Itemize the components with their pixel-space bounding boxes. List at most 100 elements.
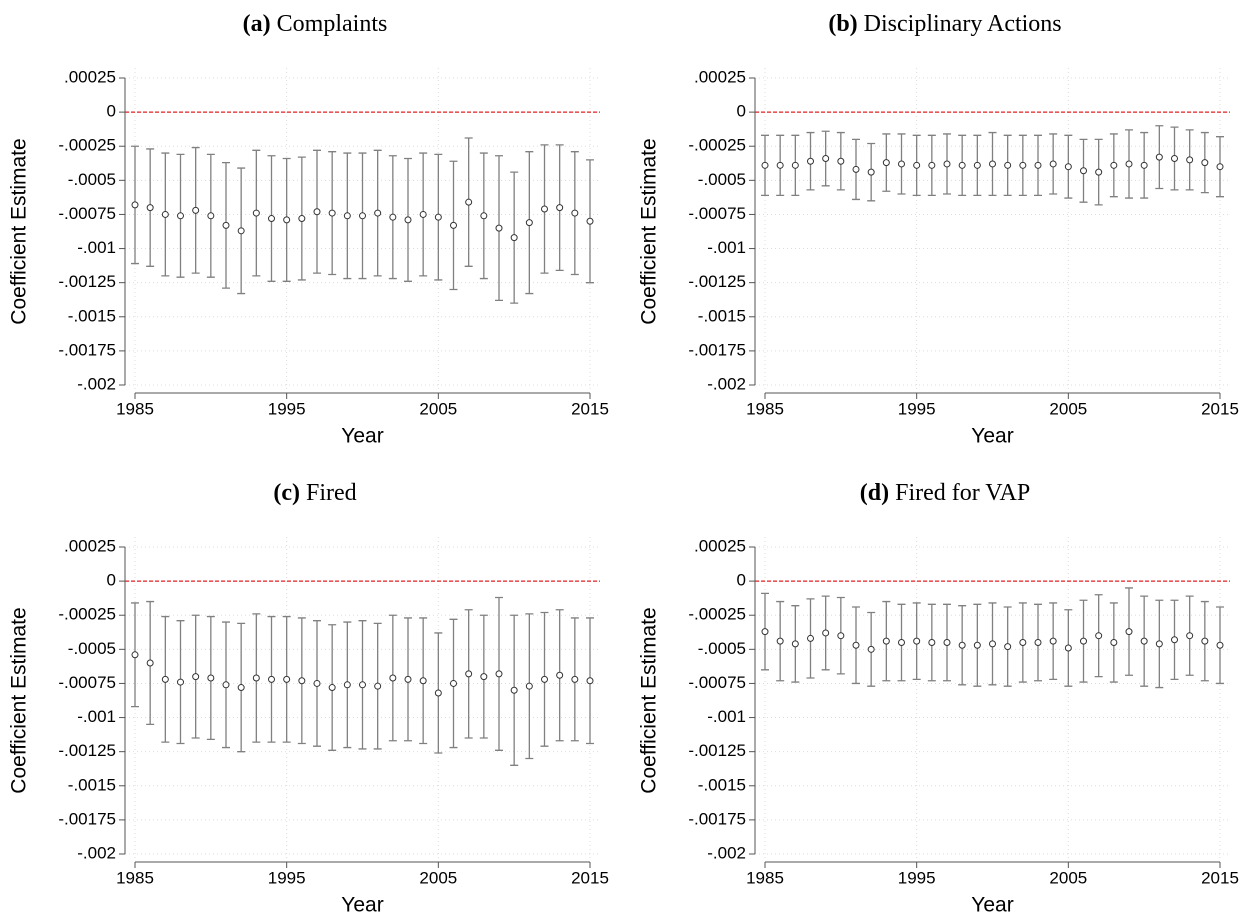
y-tick-label: -.00175 [58, 340, 116, 359]
point-estimate [495, 224, 503, 232]
panel: (c) Fired .00025 0 -.00025 -.0005 -.00075 -.00… [8, 480, 609, 917]
x-axis-title: Year [971, 425, 1013, 448]
point-estimate [1110, 161, 1118, 169]
point-estimate [1049, 637, 1057, 645]
point-estimate [268, 215, 275, 223]
point-estimate [328, 209, 336, 217]
point-estimate [1186, 632, 1194, 640]
point-estimate [822, 155, 830, 163]
point-estimate [1095, 168, 1103, 176]
point-estimate [776, 637, 784, 645]
y-tick-label: -.00075 [58, 673, 116, 692]
point-estimate [973, 641, 981, 649]
point-estimate [237, 227, 245, 235]
point-estimate [928, 639, 936, 647]
point-estimate [837, 157, 845, 165]
point-estimate [404, 216, 412, 224]
y-tick-label: -.0005 [68, 170, 116, 189]
point-estimate [958, 641, 966, 649]
point-estimate [556, 671, 564, 679]
point-estimate [556, 204, 564, 212]
panel-title: (c) Fired [273, 480, 356, 506]
point-estimate [389, 213, 397, 221]
x-tick-label: 1985 [746, 868, 784, 887]
point-estimate [283, 216, 291, 224]
y-tick-label: -.0015 [698, 775, 746, 794]
y-tick-label: 0 [737, 102, 746, 121]
point-estimate [525, 219, 533, 227]
point-estimate [943, 639, 951, 647]
point-estimate [131, 201, 139, 209]
point-estimate [525, 682, 533, 690]
point-estimate [1004, 643, 1012, 651]
point-estimate [1034, 639, 1042, 647]
point-estimate [298, 215, 306, 223]
point-estimate [343, 681, 351, 689]
point-estimate [1171, 155, 1178, 163]
x-tick-label: 1985 [116, 399, 154, 418]
x-tick-label: 2015 [571, 399, 609, 418]
point-estimate [207, 674, 215, 682]
point-estimate [283, 675, 291, 683]
y-tick-label: -.00075 [58, 204, 116, 223]
point-estimate [161, 675, 169, 683]
y-tick-label: 0 [107, 102, 116, 121]
point-estimate [1155, 640, 1163, 648]
y-tick-label: -.0005 [698, 170, 746, 189]
point-estimate [374, 209, 382, 217]
point-estimate [837, 632, 845, 640]
y-tick-label: -.00125 [688, 272, 746, 291]
y-tick-label: -.002 [77, 843, 116, 862]
y-tick-label: -.00025 [58, 605, 116, 624]
y-axis-title: Coefficient Estimate [8, 138, 31, 324]
point-estimate [571, 675, 579, 683]
point-estimate [510, 234, 518, 242]
point-estimate [1201, 159, 1209, 167]
point-estimate [1004, 161, 1012, 169]
point-estimate [928, 161, 936, 169]
point-estimate [1216, 641, 1224, 649]
panel: (b) Disciplinary Actions .00025 0 -.00025 -.… [638, 11, 1239, 448]
point-estimate [465, 670, 473, 678]
y-axis-title: Coefficient Estimate [8, 607, 31, 793]
panel: (a) Complaints .00025 0 -.00025 -.0005 -.0007… [8, 11, 609, 448]
y-tick-label: -.00175 [58, 809, 116, 828]
point-estimate [867, 645, 875, 653]
point-estimate [328, 684, 336, 692]
point-estimate [161, 210, 169, 218]
point-estimate [571, 209, 579, 217]
point-estimate [1064, 163, 1072, 171]
point-estimate [510, 686, 518, 694]
y-tick-label: -.00175 [688, 809, 746, 828]
point-estimate [761, 161, 769, 169]
x-tick-label: 2015 [1201, 399, 1239, 418]
point-estimate [146, 204, 154, 212]
point-estimate [852, 641, 860, 649]
point-estimate [434, 689, 442, 697]
y-tick-label: -.0005 [68, 639, 116, 658]
point-estimate [207, 212, 215, 220]
panel-title-text: Disciplinary Actions [864, 11, 1062, 37]
point-estimate [541, 205, 548, 213]
point-estimate [989, 160, 996, 168]
point-estimate [252, 674, 260, 682]
y-axis-title: Coefficient Estimate [638, 607, 661, 793]
point-estimate [359, 212, 366, 220]
y-tick-label: -.0005 [698, 639, 746, 658]
y-tick-label: .00025 [694, 67, 746, 86]
x-tick-label: 2015 [571, 868, 609, 887]
point-estimate [1125, 628, 1133, 636]
point-estimate [374, 682, 382, 690]
point-estimate [313, 679, 321, 687]
point-estimate [1080, 637, 1087, 645]
point-estimate [1140, 161, 1148, 169]
y-tick-label: -.001 [77, 238, 116, 257]
y-tick-label: -.00125 [58, 272, 116, 291]
x-tick-label: 2005 [1049, 868, 1087, 887]
y-tick-label: -.00175 [688, 340, 746, 359]
x-axis-title: Year [341, 894, 383, 917]
point-estimate [586, 677, 594, 685]
y-tick-label: -.00125 [58, 741, 116, 760]
point-estimate [495, 670, 503, 678]
point-estimate [898, 639, 905, 647]
